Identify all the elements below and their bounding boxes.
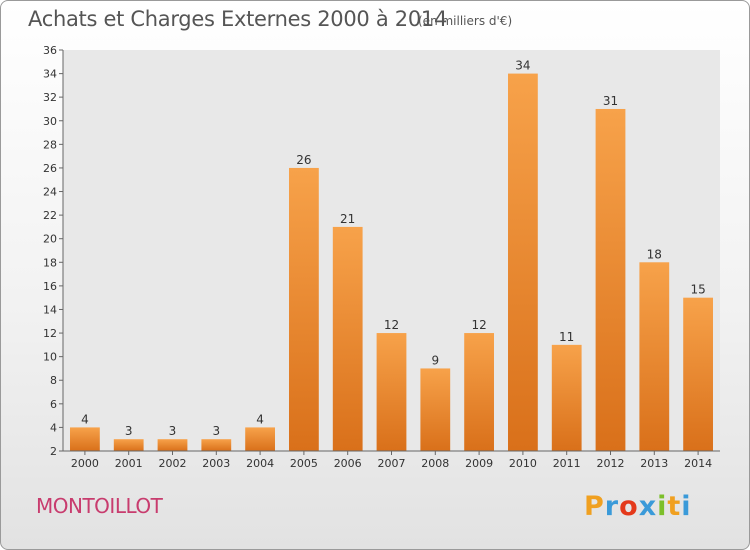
bar-value-label: 12 (384, 318, 399, 332)
x-tick-label: 2002 (159, 457, 187, 470)
logo-letter: t (667, 491, 682, 522)
bar (113, 439, 144, 451)
x-tick-label: 2012 (597, 457, 625, 470)
y-tick-label: 24 (43, 186, 57, 199)
x-tick-label: 2010 (509, 457, 537, 470)
y-tick-label: 36 (43, 44, 57, 57)
commune-name: MONTOILLOT (36, 494, 163, 518)
x-tick-label: 2014 (684, 457, 712, 470)
bar-value-label: 3 (169, 424, 177, 438)
x-tick-label: 2009 (465, 457, 493, 470)
y-tick-label: 12 (43, 327, 57, 340)
x-tick-label: 2004 (246, 457, 274, 470)
y-tick-label: 20 (43, 233, 57, 246)
y-tick-label: 6 (50, 398, 57, 411)
y-tick-label: 10 (43, 351, 57, 364)
bar-value-label: 31 (603, 94, 618, 108)
chart-subtitle: (en milliers d'€) (418, 14, 513, 28)
x-tick-label: 2011 (553, 457, 581, 470)
x-tick-label: 2006 (334, 457, 362, 470)
bar (551, 344, 582, 451)
bar-value-label: 9 (431, 353, 439, 367)
bar-value-label: 15 (690, 283, 705, 297)
logo-letter: P (584, 491, 605, 522)
y-tick-label: 16 (43, 280, 57, 293)
y-tick-label: 34 (43, 68, 57, 81)
x-tick-label: 2008 (421, 457, 449, 470)
y-tick-label: 4 (50, 421, 57, 434)
y-tick-label: 8 (50, 374, 57, 387)
bar (332, 226, 363, 451)
bar (376, 333, 407, 451)
chart-title: Achats et Charges Externes 2000 à 2014 (28, 7, 448, 31)
bar-value-label: 12 (471, 318, 486, 332)
bar (639, 262, 670, 451)
x-tick-label: 2005 (290, 457, 318, 470)
bar (683, 297, 713, 451)
bar (201, 439, 232, 451)
x-tick-label: 2001 (115, 457, 143, 470)
x-tick-label: 2003 (202, 457, 230, 470)
logo-letter: o (619, 491, 639, 522)
x-tick-label: 2013 (640, 457, 668, 470)
y-tick-label: 26 (43, 162, 57, 175)
y-tick-label: 32 (43, 91, 57, 104)
proxiti-logo: Proxiti (584, 491, 692, 522)
x-tick-label: 2000 (71, 457, 99, 470)
bar-value-label: 18 (647, 247, 662, 261)
bar (245, 427, 275, 451)
bar (420, 368, 451, 451)
logo-letter: i (657, 491, 668, 522)
y-tick-label: 18 (43, 256, 57, 269)
bar-value-label: 34 (515, 59, 530, 73)
bar-value-label: 26 (296, 153, 311, 167)
logo-letter: i (681, 491, 692, 522)
x-tick-label: 2007 (378, 457, 406, 470)
y-tick-label: 30 (43, 115, 57, 128)
y-tick-label: 2 (50, 445, 57, 458)
bar (464, 333, 494, 451)
bar (157, 439, 188, 451)
bar-value-label: 4 (256, 412, 264, 426)
bar (289, 167, 319, 452)
bar (595, 108, 626, 452)
logo-letter: x (638, 491, 658, 522)
bar-value-label: 3 (125, 424, 133, 438)
y-tick-label: 22 (43, 209, 57, 222)
bar (508, 73, 538, 452)
y-tick-label: 14 (43, 303, 57, 316)
bar-value-label: 21 (340, 212, 355, 226)
bar (70, 427, 100, 451)
bar-value-label: 11 (559, 330, 574, 344)
logo-letter: r (604, 491, 620, 522)
bar-value-label: 3 (212, 424, 220, 438)
y-tick-label: 28 (43, 138, 57, 151)
bar-value-label: 4 (81, 412, 89, 426)
